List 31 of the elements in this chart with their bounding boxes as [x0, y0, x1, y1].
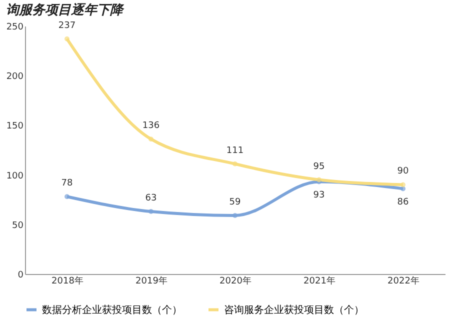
data-label: 93 — [313, 190, 325, 201]
data-label: 111 — [226, 146, 244, 156]
y-tick-label: 150 — [6, 122, 24, 132]
y-tick-label: 0 — [18, 270, 24, 280]
data-label: 59 — [229, 197, 241, 208]
point — [148, 136, 154, 142]
chart-title: 询服务项目逐年下降 — [6, 2, 125, 18]
data-label: 63 — [145, 194, 157, 204]
data-label: 237 — [58, 20, 76, 31]
y-tick-label: 100 — [6, 171, 24, 182]
point — [148, 209, 154, 214]
data-label: 78 — [61, 178, 73, 189]
point — [232, 161, 238, 166]
y-tick-label: 200 — [6, 72, 24, 82]
data-label: 86 — [397, 198, 409, 208]
y-tick-label: 250 — [6, 22, 24, 32]
x-tick-label: 2021年 — [304, 276, 336, 286]
x-tick-label: 2019年 — [136, 276, 168, 286]
point — [64, 36, 70, 42]
x-tick-label: 2020年 — [220, 276, 252, 286]
data-label: 136 — [142, 121, 160, 132]
y-tick-label: 50 — [12, 220, 24, 231]
data-label: 95 — [313, 162, 325, 172]
point — [400, 182, 406, 188]
legend-label: 数据分析企业获投项目数（个） — [42, 304, 182, 316]
point — [232, 212, 238, 218]
x-tick-label: 2018年 — [52, 276, 84, 286]
point — [64, 194, 70, 200]
x-tick-label: 2022年 — [388, 276, 420, 286]
legend-label: 咨询服务企业获投项目数（个） — [224, 304, 364, 316]
data-label: 90 — [397, 166, 409, 177]
